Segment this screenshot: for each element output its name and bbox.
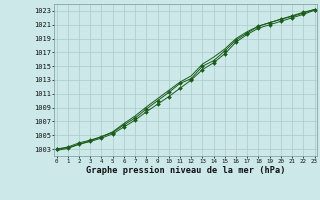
- X-axis label: Graphe pression niveau de la mer (hPa): Graphe pression niveau de la mer (hPa): [86, 166, 285, 175]
